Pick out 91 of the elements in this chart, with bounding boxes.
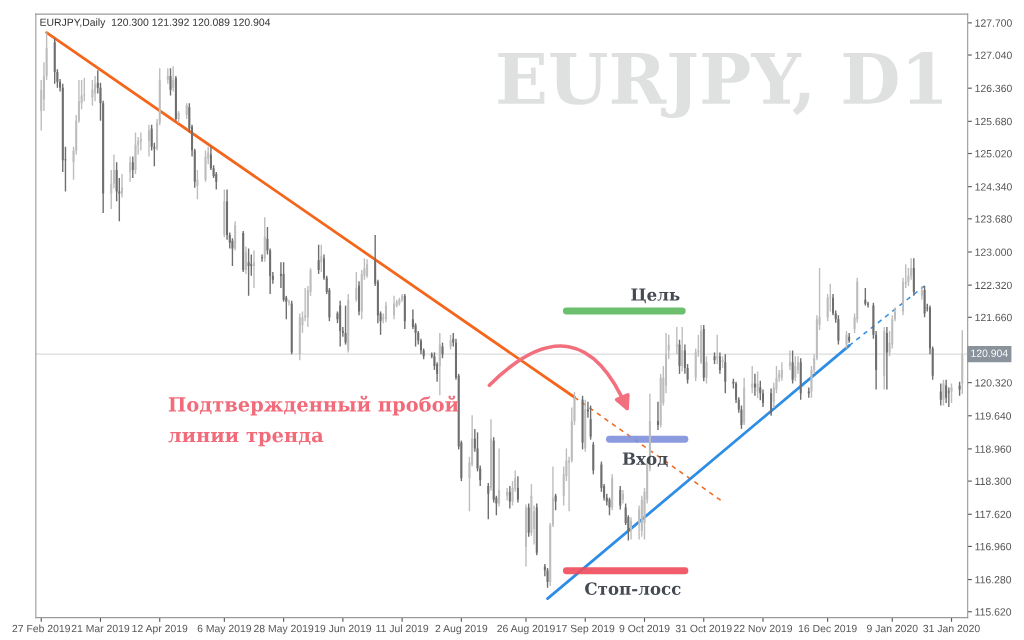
x-tick-label: 27 Feb 2019 [12,624,70,633]
x-tick-label: 28 May 2019 [254,624,314,635]
candlestick [204,149,207,183]
candlestick [788,349,791,371]
candlestick [320,243,323,273]
y-tick-label: 122.320 [975,281,1012,289]
annotation: Цель [631,288,680,304]
x-tick-label: 26 Aug 2019 [497,624,555,635]
x-tick-label: 9 Oct 2019 [619,624,670,633]
candlestick [656,400,659,431]
y-tick-label: 116.960 [975,542,1012,551]
candlestick [129,155,132,183]
x-tick-label: 17 Sep 2019 [556,624,615,635]
candlestick [244,245,247,275]
candlestick [678,339,681,375]
candlestick [942,379,945,407]
candlestick [234,220,237,252]
x-tick-label: 19 Jun 2019 [314,624,372,633]
candlestick [498,447,501,508]
candlestick [945,379,948,404]
annotation: Вход [622,452,668,468]
x-tick-label: 31 Jan 2020 [923,624,980,633]
candlestick [780,361,783,382]
x-tick-label: 12 Apr 2019 [132,624,188,635]
y-tick-label: 118.960 [975,445,1012,453]
y-tick-label: 119.640 [975,412,1012,420]
x-tick-label: 9 Jan 2020 [866,624,918,633]
x-tick-label: 6 May 2019 [197,624,252,635]
candlestick [487,482,490,520]
candlestick [546,567,549,589]
candlestick [366,258,369,279]
candlestick [166,67,169,85]
y-tick-label: 125.020 [975,150,1012,158]
candlestick [837,314,840,346]
y-tick-label: 117.620 [975,510,1012,519]
y-tick-label: 120.320 [975,379,1012,387]
y-tick-label: 125.680 [975,117,1012,126]
candlestick [794,355,797,382]
candlestick [630,516,633,541]
candlestick [169,67,172,97]
candlestick [185,102,188,120]
candlestick [134,131,137,175]
candlestick [721,355,724,369]
candlestick [252,249,255,289]
y-tick-label: 116.280 [975,576,1012,584]
x-tick-label: 22 Nov 2019 [733,624,793,633]
y-tick-label: 127.700 [975,19,1012,27]
chart-title: EURJPY,Daily 120.300 121.392 120.089 120.904 [40,18,271,29]
candlestick [261,253,264,263]
candlestick [912,257,915,297]
x-tick-label: 31 Oct 2019 [675,624,732,633]
candlestick [554,493,557,512]
x-tick-label: 21 Mar 2019 [71,624,130,633]
candlestick [247,247,250,297]
candlestick [317,243,320,275]
candlestick [355,271,358,303]
y-tick-label: 118.300 [975,477,1012,485]
annotation: Стоп-лосс [585,582,681,595]
candlestick [508,485,511,510]
candlestick [147,124,150,158]
candlestick [713,351,716,365]
candlestick [263,216,266,263]
candlestick [751,365,754,395]
y-tick-label: 123.000 [975,248,1012,256]
candlestick [177,110,180,124]
candlestick [139,131,142,152]
candlestick [438,332,441,396]
candlestick [791,349,794,385]
candlestick [705,355,708,385]
candlestick [675,326,678,356]
candlestick [716,334,719,365]
candlestick [770,387,773,417]
candlestick [681,326,684,373]
x-tick-label: 2 Aug 2019 [435,624,488,635]
y-tick-label: 121.660 [975,313,1012,322]
candlestick [724,353,727,395]
candlestick [344,304,347,346]
y-tick-label: 115.620 [975,608,1012,616]
x-tick-label: 16 Dec 2019 [798,624,857,633]
y-tick-label: 124.340 [975,183,1012,191]
candlestick [592,441,595,475]
candlestick [939,382,942,407]
ref-line-label: 120.904 [971,349,1008,357]
candlestick [172,65,175,93]
y-tick-label: 123.680 [975,215,1012,223]
candlestick [589,404,592,441]
y-tick-label: 127.040 [975,51,1012,59]
y-tick-label: 126.360 [975,84,1012,93]
x-tick-label: 11 Jul 2019 [376,624,429,633]
candlestick [196,169,199,201]
candlestick [864,287,867,307]
